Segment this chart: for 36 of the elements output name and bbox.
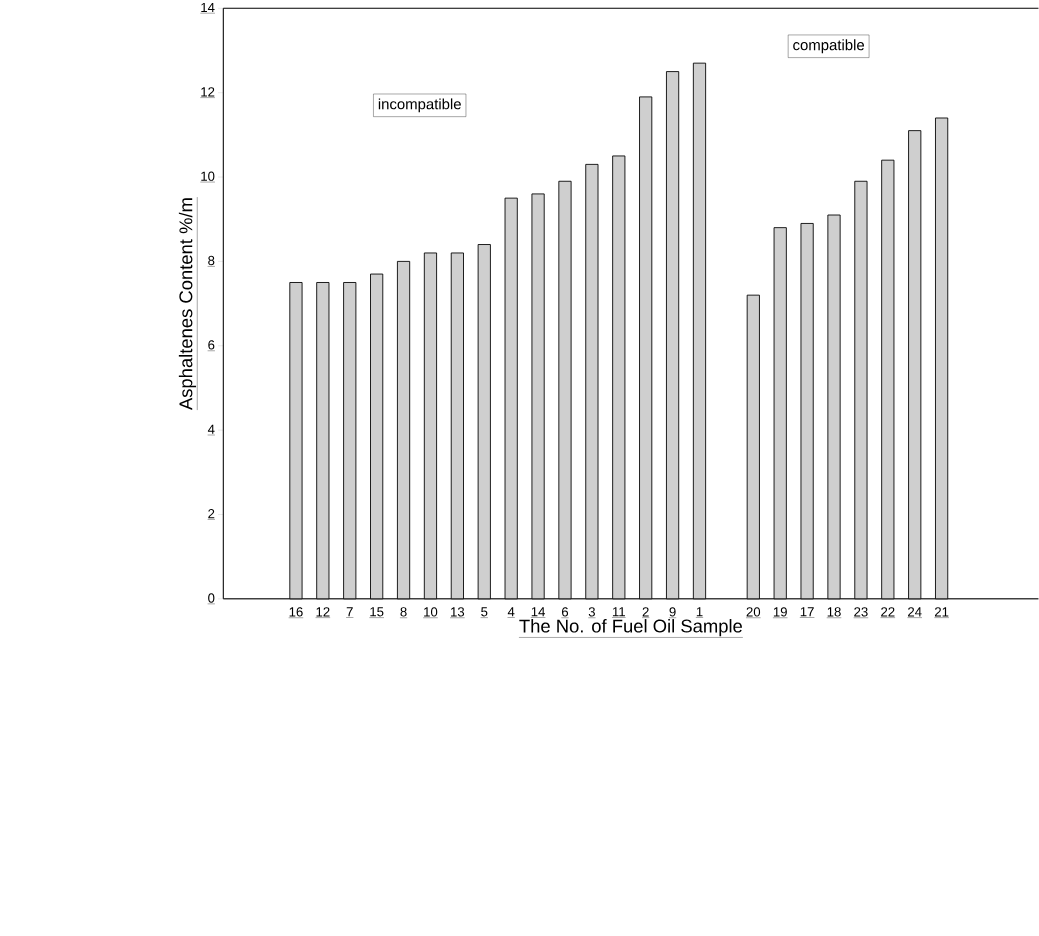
x-tick-label: 3 — [588, 607, 595, 617]
x-tick-label: 20 — [746, 607, 761, 617]
x-tick-label: 4 — [507, 607, 515, 617]
x-tick-label: 2 — [642, 607, 649, 617]
x-axis-title: The No. of Fuel Oil Sample — [519, 618, 742, 637]
x-tick-label: 13 — [451, 607, 465, 617]
annotation: incompatible — [378, 98, 461, 113]
x-tick-label: 22 — [881, 607, 895, 617]
y-tick-label: 6 — [208, 340, 215, 350]
x-tick-label: 7 — [346, 607, 353, 617]
x-tick-label: 15 — [370, 607, 384, 617]
x-tick-label: 12 — [316, 607, 330, 617]
x-tick-label: 17 — [800, 607, 814, 617]
x-tick-label: 6 — [561, 607, 569, 617]
y-axis-title: Asphaltenes Content %/m — [178, 198, 197, 410]
x-tick-label: 1 — [696, 607, 703, 617]
x-tick-label: 23 — [854, 607, 868, 617]
annotation: compatible — [793, 39, 865, 54]
y-tick-label: 14 — [201, 2, 215, 12]
y-tick-label: 0 — [208, 593, 215, 603]
x-tick-label: 10 — [424, 607, 438, 617]
x-tick-label: 5 — [481, 607, 488, 617]
x-tick-label: 14 — [531, 607, 546, 617]
x-tick-label: 11 — [612, 607, 625, 617]
x-tick-label: 18 — [827, 607, 841, 617]
x-tick-label: 9 — [669, 607, 676, 617]
x-tick-label: 16 — [289, 607, 303, 617]
x-tick-label: 21 — [934, 607, 949, 617]
y-tick-label: 4 — [207, 424, 215, 434]
x-tick-label: 24 — [908, 607, 922, 617]
y-tick-label: 2 — [208, 508, 215, 519]
x-tick-label: 8 — [400, 607, 407, 617]
x-tick-label: 19 — [773, 607, 787, 617]
y-tick-label: 8 — [208, 255, 215, 266]
y-tick-label: 10 — [201, 171, 215, 181]
y-tick-label: 12 — [201, 87, 215, 97]
